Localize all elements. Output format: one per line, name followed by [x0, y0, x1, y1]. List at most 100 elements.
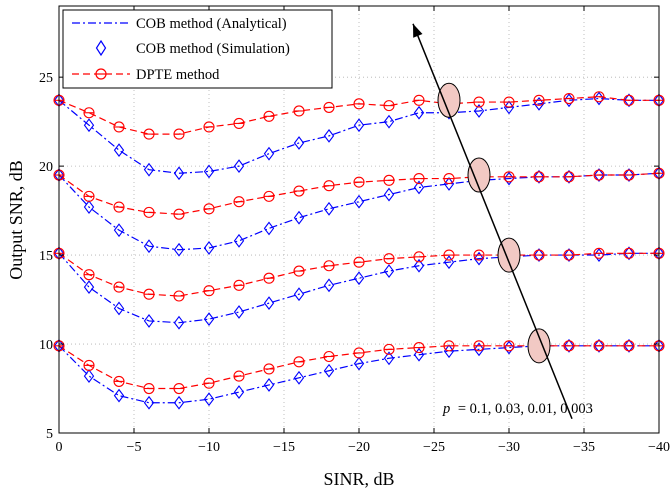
cob-simulation-point: [623, 246, 635, 261]
ticks: 0 −5 −10 −15 −20 −25 −30 −35 −40 5 10 15 20 25: [39, 6, 670, 455]
annotation-ellipse: [437, 82, 461, 118]
cob-simulation-point: [83, 200, 95, 214]
cob-simulation-point: [203, 241, 215, 255]
cob-simulation-point: [113, 143, 125, 158]
cob-simulation-point: [593, 168, 605, 182]
x-tick-label: −30: [498, 440, 520, 455]
cob-simulation-point: [113, 388, 125, 403]
cob-simulation-point: [203, 392, 215, 407]
cob-simulation-point: [233, 385, 245, 399]
legend-label-cob-simulation: COB method (Simulation): [136, 41, 290, 57]
y-tick-label: 25: [39, 71, 53, 86]
dpte-point: [323, 180, 335, 192]
dpte-point: [293, 105, 305, 117]
cob-simulation-point: [323, 201, 335, 216]
annotation-ellipse: [497, 237, 521, 273]
dpte-point: [503, 340, 515, 352]
dpte-point: [413, 173, 425, 185]
cob-simulation-point: [233, 159, 245, 174]
dpte-point: [443, 340, 455, 352]
cob-simulation-point: [263, 296, 275, 311]
dpte-point: [83, 359, 95, 371]
dpte-point: [113, 281, 125, 293]
cob-simulation-point: [143, 313, 155, 328]
dpte-point: [443, 173, 455, 185]
y-tick-label: 5: [46, 427, 53, 442]
dpte-point: [233, 370, 245, 382]
dpte-point: [503, 171, 515, 183]
dpte-point: [203, 285, 215, 297]
cob-simulation-point: [533, 96, 545, 111]
dpte-point: [293, 265, 305, 277]
cob-simulation-point: [263, 378, 275, 392]
dpte-point: [563, 171, 575, 183]
cob-simulation-point: [533, 169, 545, 184]
annotation-ellipse: [467, 157, 491, 193]
annotation-arrow: [412, 23, 573, 420]
x-tick-label: −40: [648, 440, 670, 455]
y-tick-label: 20: [39, 160, 53, 175]
x-tick-label: −10: [198, 440, 220, 455]
dpte-point: [353, 176, 365, 188]
y-axis-label: Output SNR, dB: [6, 160, 26, 280]
cob-simulation-point: [293, 287, 305, 302]
cob-simulation-point: [473, 342, 485, 357]
cob-simulation-point: [443, 255, 455, 270]
dpte-point: [323, 350, 335, 363]
dpte-point: [323, 260, 335, 272]
cob-simulation-point: [143, 395, 155, 410]
cob-simulation-point: [533, 248, 545, 262]
cob-simulation-point: [233, 233, 245, 248]
dpte-point: [563, 92, 575, 105]
dpte-point: [623, 247, 635, 259]
dpte-point: [353, 98, 365, 110]
annotation-arrowhead: [413, 23, 423, 38]
cob-simulation-point: [473, 104, 485, 118]
annotation-p-symbol: p: [442, 401, 450, 417]
dpte-point: [263, 272, 275, 284]
dpte-point: [533, 171, 545, 183]
x-tick-label: −20: [348, 440, 370, 455]
legend: COB method (Analytical) COB method (Simu…: [62, 9, 333, 89]
dpte-point: [353, 347, 365, 359]
dpte-point: [203, 121, 215, 133]
dpte-point: [233, 279, 245, 291]
cob-simulation-point: [83, 369, 95, 383]
dpte-point: [623, 340, 635, 352]
dpte-point: [293, 185, 305, 197]
dpte-point: [83, 190, 95, 202]
cob-simulation-point: [143, 239, 155, 254]
dpte-point: [383, 253, 395, 265]
cob-simulation-point: [413, 347, 425, 362]
cob-simulation-point: [293, 370, 305, 385]
cob-simulation-point: [263, 221, 275, 236]
dpte-point: [143, 288, 155, 300]
cob-simulation-point: [173, 315, 185, 330]
dpte-point: [503, 96, 515, 108]
dpte-point: [413, 94, 425, 106]
cob-simulation-point: [173, 395, 185, 410]
dpte-point: [173, 290, 185, 302]
dpte-point: [413, 251, 425, 263]
cob-analytical-line: [58, 345, 659, 404]
legend-label-cob-analytical: COB method (Analytical): [136, 16, 287, 32]
dpte-point: [593, 247, 605, 259]
dpte-point: [383, 100, 395, 112]
cob-simulation-point: [353, 271, 365, 286]
dpte-point: [593, 340, 605, 352]
dpte-point: [233, 196, 245, 208]
cob-simulation-point: [593, 338, 605, 353]
cob-simulation-point: [323, 128, 335, 143]
annotation-p-values: = 0.1, 0.03, 0.01, 0.003: [458, 401, 593, 417]
dpte-point: [383, 174, 395, 186]
cob-simulation-point: [113, 301, 125, 316]
cob-simulation-point: [413, 105, 425, 120]
cob-simulation-point: [173, 242, 185, 257]
dpte-point: [533, 249, 545, 261]
cob-simulation-point: [563, 338, 575, 353]
dpte-point: [83, 269, 95, 281]
cob-simulation-point: [353, 194, 365, 209]
dpte-point: [83, 107, 95, 119]
dpte-point: [233, 117, 245, 129]
cob-simulation-point: [263, 146, 275, 161]
